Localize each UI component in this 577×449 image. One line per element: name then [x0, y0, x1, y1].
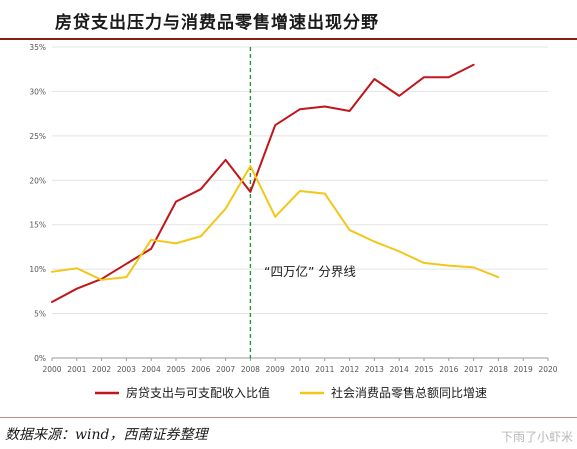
- x-tick-label: 2019: [514, 365, 533, 374]
- y-tick-label: 15%: [29, 221, 46, 230]
- x-tick-label: 2015: [414, 365, 433, 374]
- x-tick-label: 2010: [290, 365, 309, 374]
- x-tick-label: 2007: [216, 365, 235, 374]
- footer-divider: [0, 417, 577, 418]
- series-layer: [51, 63, 500, 304]
- series-line-2: [51, 165, 500, 281]
- watermark: 下雨了小虾米: [500, 430, 573, 444]
- y-tick-label: 10%: [29, 265, 46, 274]
- y-tick-label: 20%: [29, 176, 46, 185]
- x-tick-label: 2018: [489, 365, 508, 374]
- x-tick-label: 2002: [92, 365, 111, 374]
- x-axis-ticks: 2000 2001 2002 2003 2004 2005 2006 2007 2008 2009…: [42, 358, 558, 374]
- x-tick-label: 2012: [340, 365, 359, 374]
- x-tick-label: 2016: [439, 365, 458, 374]
- y-tick-label: 30%: [29, 87, 46, 96]
- chart-title: 房贷支出压力与消费品零售增速出现分野: [55, 13, 379, 33]
- grid-lines: [52, 46, 548, 359]
- x-tick-label: 2017: [464, 365, 483, 374]
- legend-label-1: 房贷支出与可支配收入比值: [126, 385, 270, 400]
- x-tick-label: 2013: [365, 365, 384, 374]
- title-divider: [0, 38, 577, 40]
- x-tick-label: 2003: [117, 365, 136, 374]
- x-tick-label: 2004: [142, 365, 161, 374]
- x-tick-label: 2011: [315, 365, 334, 374]
- y-tick-label: 35%: [29, 43, 46, 52]
- x-tick-label: 2001: [67, 365, 86, 374]
- y-tick-label: 0%: [34, 354, 46, 363]
- x-tick-label: 2000: [42, 365, 61, 374]
- x-tick-label: 2006: [191, 365, 210, 374]
- x-tick-label: 2020: [538, 365, 557, 374]
- y-axis-ticks: 0% 5% 10% 15% 20% 25% 30% 35%: [29, 43, 46, 363]
- x-tick-label: 2008: [241, 365, 260, 374]
- annotation-four-trillion: “四万亿” 分界线: [264, 264, 356, 279]
- y-tick-label: 25%: [29, 132, 46, 141]
- x-tick-label: 2009: [266, 365, 285, 374]
- line-chart: 0%5%10%15%20%25%30%35% 2000 2001 2002 2003 2…: [29, 43, 558, 400]
- series-line-1: [51, 63, 475, 304]
- legend: 房贷支出与可支配收入比值 社会消费品零售总额同比增速: [95, 385, 487, 400]
- legend-label-2: 社会消费品零售总额同比增速: [331, 385, 487, 400]
- source-note: 数据来源：wind，西南证券整理: [5, 427, 208, 443]
- x-tick-label: 2014: [390, 365, 409, 374]
- y-tick-label: 5%: [34, 310, 46, 319]
- x-tick-label: 2005: [166, 365, 185, 374]
